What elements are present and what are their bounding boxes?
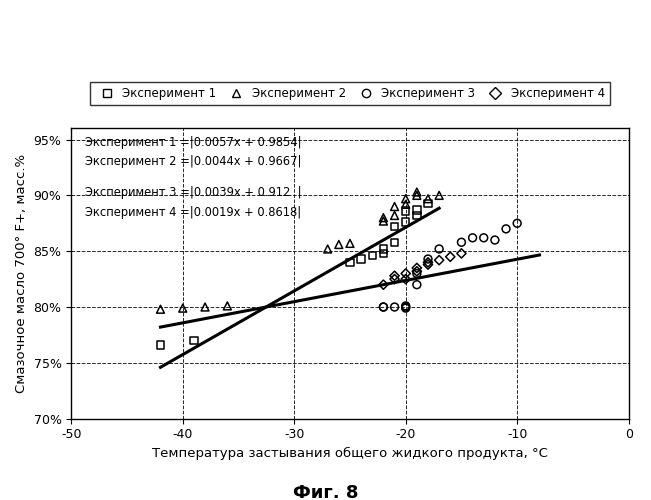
Эксперимент 3 bbox=[490, 236, 500, 244]
Эксперимент 3 bbox=[434, 245, 445, 253]
Эксперимент 4 bbox=[400, 275, 411, 283]
Эксперимент 4 bbox=[411, 264, 422, 272]
Эксперимент 2 bbox=[378, 217, 389, 225]
Эксперимент 2 bbox=[333, 240, 344, 248]
Эксперимент 4 bbox=[389, 275, 400, 283]
Эксперимент 4 bbox=[434, 256, 445, 264]
Эксперимент 1 bbox=[345, 258, 355, 266]
Эксперимент 4 bbox=[400, 270, 411, 278]
Эксперимент 2 bbox=[322, 245, 333, 253]
Эксперимент 1 bbox=[400, 207, 411, 215]
Эксперимент 1 bbox=[411, 212, 422, 220]
Эксперимент 1 bbox=[389, 222, 400, 230]
Эксперимент 3 bbox=[512, 220, 522, 228]
Эксперимент 3 bbox=[411, 280, 422, 288]
Эксперимент 2 bbox=[378, 214, 389, 222]
Эксперимент 2 bbox=[422, 194, 433, 202]
Эксперимент 3 bbox=[501, 225, 511, 233]
Эксперимент 2 bbox=[411, 188, 422, 196]
Эксперимент 1 bbox=[422, 199, 433, 207]
Эксперимент 3 bbox=[400, 302, 411, 310]
Эксперимент 2 bbox=[434, 192, 445, 200]
Эксперимент 2 bbox=[400, 194, 411, 202]
Эксперимент 1 bbox=[356, 255, 367, 263]
Эксперимент 3 bbox=[467, 234, 478, 242]
Legend: Эксперимент 1, Эксперимент 2, Эксперимент 3, Эксперимент 4: Эксперимент 1, Эксперимент 2, Эксперимен… bbox=[90, 82, 609, 104]
Эксперимент 2 bbox=[178, 304, 188, 312]
Эксперимент 4 bbox=[445, 253, 456, 261]
Эксперимент 2 bbox=[389, 202, 400, 210]
Эксперимент 4 bbox=[411, 268, 422, 276]
Эксперимент 3 bbox=[378, 303, 389, 311]
Text: Эксперимент 4 =|0.0019x + 0.8618|: Эксперимент 4 =|0.0019x + 0.8618| bbox=[85, 206, 301, 219]
Эксперимент 2 bbox=[411, 192, 422, 200]
Эксперимент 1 bbox=[400, 218, 411, 226]
Эксперимент 1 bbox=[155, 341, 165, 349]
Эксперимент 4 bbox=[456, 250, 467, 258]
Эксперимент 4 bbox=[422, 260, 433, 268]
Эксперимент 3 bbox=[389, 303, 400, 311]
Эксперимент 1 bbox=[411, 206, 422, 214]
Text: Эксперимент 1 =|0.0057x + 0.9854|: Эксперимент 1 =|0.0057x + 0.9854| bbox=[85, 136, 302, 148]
Эксперимент 3 bbox=[456, 238, 467, 246]
Эксперимент 2 bbox=[345, 240, 355, 248]
Эксперимент 2 bbox=[222, 302, 232, 310]
Эксперимент 1 bbox=[378, 245, 389, 253]
Эксперимент 4 bbox=[389, 272, 400, 280]
Эксперимент 4 bbox=[422, 258, 433, 266]
Эксперимент 2 bbox=[389, 212, 400, 220]
Эксперимент 3 bbox=[378, 303, 389, 311]
X-axis label: Температура застывания общего жидкого продукта, °C: Температура застывания общего жидкого пр… bbox=[152, 447, 548, 460]
Эксперимент 3 bbox=[411, 270, 422, 278]
Эксперимент 3 bbox=[422, 255, 433, 263]
Эксперимент 1 bbox=[389, 238, 400, 246]
Text: Эксперимент 2 =|0.0044x + 0.9667|: Эксперимент 2 =|0.0044x + 0.9667| bbox=[85, 155, 301, 168]
Y-axis label: Смазочное масло 700° F+, масс.%: Смазочное масло 700° F+, масс.% bbox=[15, 154, 28, 393]
Эксперимент 1 bbox=[189, 336, 199, 344]
Text: Фиг. 8: Фиг. 8 bbox=[293, 484, 358, 500]
Эксперимент 2 bbox=[200, 303, 210, 311]
Эксперимент 2 bbox=[155, 305, 165, 313]
Text: Эксперимент 3 =|0.0039x + 0.912  |: Эксперимент 3 =|0.0039x + 0.912 | bbox=[85, 186, 302, 200]
Эксперимент 1 bbox=[378, 250, 389, 258]
Эксперимент 3 bbox=[400, 303, 411, 311]
Эксперимент 3 bbox=[478, 234, 489, 242]
Эксперимент 4 bbox=[378, 280, 389, 288]
Эксперимент 2 bbox=[400, 200, 411, 208]
Эксперимент 3 bbox=[400, 304, 411, 312]
Эксперимент 1 bbox=[367, 252, 378, 260]
